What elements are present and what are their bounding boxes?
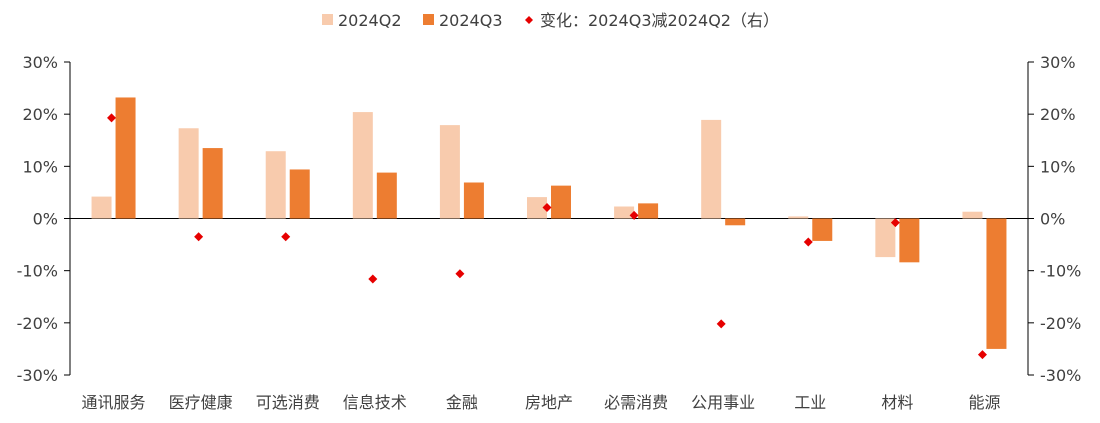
bar-2024q2 bbox=[352, 112, 373, 219]
category-label: 可选消费 bbox=[256, 393, 320, 412]
y-right-tick-label: 10% bbox=[1040, 157, 1076, 176]
category-labels: 通讯服务 医疗健康 可选消费 信息技术 金融 房地产 必需消费 公用事业 工业 材料 能源 bbox=[82, 393, 1001, 412]
y-right-tick-label: -20% bbox=[1040, 314, 1081, 333]
y-right-tick-label: -30% bbox=[1040, 366, 1081, 385]
bar-2024q3 bbox=[463, 182, 484, 219]
category-label: 医疗健康 bbox=[169, 393, 233, 412]
change-marker bbox=[455, 269, 465, 279]
legend-swatch-2024q2 bbox=[322, 14, 333, 25]
y-right-tick-label: 30% bbox=[1040, 53, 1076, 72]
bar-2024q3 bbox=[812, 218, 833, 241]
bar-2024q3 bbox=[115, 97, 136, 219]
bar-2024q3 bbox=[551, 185, 571, 219]
bar-2024q3 bbox=[986, 218, 1007, 349]
category-label: 公用事业 bbox=[691, 393, 755, 412]
category-label: 房地产 bbox=[525, 393, 573, 412]
y-left-tick-label: -30% bbox=[17, 366, 58, 385]
y-left-tick-label: 20% bbox=[22, 105, 58, 124]
category-label: 能源 bbox=[968, 393, 1000, 412]
change-marker bbox=[803, 237, 813, 247]
y-right-tick-label: 20% bbox=[1040, 105, 1076, 124]
y-right-tick-label: 0% bbox=[1040, 210, 1065, 229]
category-label: 通讯服务 bbox=[82, 393, 146, 412]
change-marker bbox=[716, 319, 726, 329]
legend: 2024Q2 2024Q3 变化：2024Q3减2024Q2（右） bbox=[322, 11, 779, 30]
legend-swatch-change bbox=[525, 16, 533, 24]
bars bbox=[91, 97, 1007, 349]
legend-label: 2024Q2 bbox=[338, 11, 402, 30]
change-marker bbox=[977, 350, 987, 360]
y-left-tick-label: -20% bbox=[17, 314, 58, 333]
bar-2024q2 bbox=[875, 218, 896, 258]
category-label: 必需消费 bbox=[604, 393, 668, 412]
bar-2024q3 bbox=[289, 169, 310, 219]
change-marker bbox=[194, 232, 204, 242]
change-marker bbox=[629, 210, 639, 220]
legend-swatch-2024q3 bbox=[423, 14, 434, 25]
bar-2024q2 bbox=[962, 211, 983, 219]
change-marker bbox=[281, 232, 291, 242]
category-label: 金融 bbox=[446, 393, 478, 412]
y-left-tick-label: 10% bbox=[22, 157, 58, 176]
change-marker bbox=[890, 218, 900, 228]
bar-2024q2 bbox=[527, 197, 547, 219]
bar-2024q2 bbox=[439, 125, 460, 219]
axes: -30% -20% -10% 0% 10% 20% 30% -30% -20% -10% 0% 10%… bbox=[17, 53, 1082, 385]
legend-label: 2024Q3 bbox=[439, 11, 503, 30]
bar-2024q3 bbox=[638, 203, 659, 219]
category-label: 工业 bbox=[794, 393, 826, 412]
y-left-tick-label: -10% bbox=[17, 262, 58, 281]
category-label: 信息技术 bbox=[343, 393, 407, 412]
bar-2024q3 bbox=[376, 172, 397, 219]
change-marker bbox=[107, 113, 117, 123]
bar-2024q3 bbox=[899, 218, 920, 263]
bar-2024q3 bbox=[725, 218, 746, 226]
legend-label: 变化：2024Q3减2024Q2（右） bbox=[540, 11, 779, 30]
change-marker bbox=[542, 203, 552, 213]
category-label: 材料 bbox=[881, 393, 913, 412]
bar-2024q2 bbox=[91, 196, 112, 219]
bar-2024q2 bbox=[614, 206, 635, 219]
bar-2024q2 bbox=[265, 151, 286, 219]
bar-2024q2 bbox=[788, 216, 809, 219]
bar-2024q2 bbox=[701, 119, 722, 219]
y-left-tick-label: 30% bbox=[22, 53, 58, 72]
y-right-tick-label: -10% bbox=[1040, 262, 1081, 281]
y-left-tick-label: 0% bbox=[33, 210, 58, 229]
change-marker bbox=[368, 274, 378, 284]
bar-2024q2 bbox=[178, 128, 199, 219]
markers bbox=[107, 113, 987, 360]
bar-2024q3 bbox=[202, 148, 223, 219]
